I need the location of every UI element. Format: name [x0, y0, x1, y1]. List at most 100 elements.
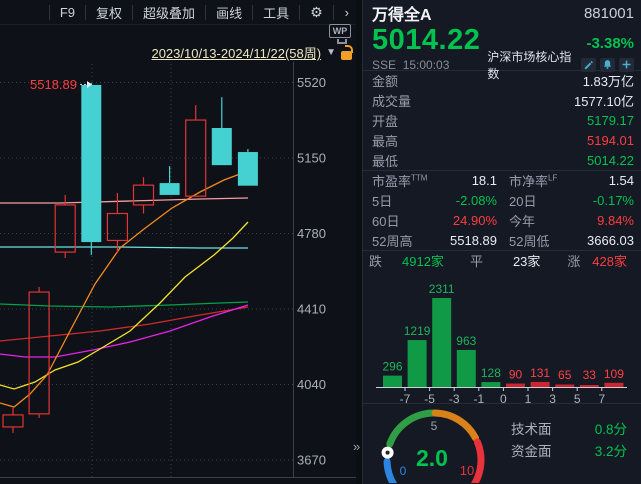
- row-value: 5014.22: [587, 152, 634, 168]
- breadth-down-count: 4912家: [402, 253, 444, 269]
- security-name: 万得全A: [372, 7, 432, 24]
- breadth-down-label: 跌: [369, 253, 383, 269]
- quote-row-low: 最低 5014.22: [363, 150, 641, 170]
- toolbar-item-f9[interactable]: F9: [59, 4, 76, 20]
- row-label: 20日: [509, 194, 537, 210]
- quote-row-amount: 金额 1.83万亿: [363, 71, 641, 91]
- toolbar-separator: [252, 4, 254, 20]
- add-plus-icon[interactable]: [619, 57, 634, 72]
- svg-text:10: 10: [460, 463, 474, 478]
- divider: [363, 403, 641, 405]
- pane-divider[interactable]: [356, 0, 363, 484]
- edit-pencil-icon[interactable]: [581, 57, 596, 72]
- row-value: 5194.01: [587, 132, 634, 148]
- svg-text:5520: 5520: [297, 75, 326, 90]
- change-distribution-histogram: 296 1219 2311 963 128 90 131 65 33 109 -7 -5 -3 -1 0 1 3…: [376, 282, 627, 403]
- alert-bell-icon[interactable]: [600, 57, 615, 72]
- collapse-panel-icon[interactable]: »: [353, 439, 361, 454]
- exchange-label: SSE: [372, 57, 397, 72]
- svg-text:33: 33: [583, 368, 597, 382]
- chart-pane: 5520 5150 4780 4410 4040 3670 5518.89 F9 复权 超级…: [0, 0, 356, 478]
- divider: [363, 70, 641, 71]
- date-range-label[interactable]: 2023/10/13-2024/11/22(58周): [151, 46, 322, 61]
- score-value: 3.2分: [594, 444, 627, 460]
- breadth-up-label: 涨: [567, 253, 581, 269]
- row-value: 1577.10亿: [574, 94, 634, 110]
- row-label: 52周高: [372, 233, 413, 249]
- svg-text:5: 5: [431, 419, 438, 433]
- market-breadth-row: 跌 4912家 平 23家 涨 428家: [363, 251, 641, 269]
- row-label: 60日: [372, 213, 400, 229]
- row-value: 5179.17: [587, 112, 634, 128]
- svg-text:128: 128: [481, 366, 501, 380]
- quote-panel: 万得全A 881001 5014.22 -3.38% SSE 15:00:03 …: [363, 0, 641, 484]
- score-label: 资金面: [511, 444, 552, 460]
- chart-toolbar: F9 复权 超级叠加 画线 工具 ⚙ ›: [0, 0, 356, 25]
- chevron-right-icon[interactable]: ›: [344, 4, 349, 20]
- row-label: 市盈率TTM: [372, 174, 428, 190]
- svg-text:1: 1: [525, 392, 532, 403]
- wp-monitor-icon[interactable]: WP: [329, 24, 351, 44]
- row-label: 成交量: [372, 94, 412, 110]
- breadth-up-count: 428家: [592, 253, 627, 269]
- svg-text:-7: -7: [400, 392, 411, 403]
- svg-text:7: 7: [598, 392, 605, 403]
- svg-text:5150: 5150: [297, 151, 326, 166]
- row-value: -0.17%: [592, 193, 634, 209]
- breadth-flat-count: 23家: [512, 253, 541, 269]
- score-label: 技术面: [511, 422, 552, 438]
- sentiment-gauge: 0 5 10 2.0: [381, 409, 485, 484]
- last-price: 5014.22: [372, 24, 481, 56]
- row-value: 24.90%: [452, 212, 497, 228]
- index-category: 沪深市场核心指数: [487, 49, 572, 81]
- row-value: 3666.03: [587, 232, 634, 248]
- svg-text:4780: 4780: [297, 226, 326, 241]
- gear-icon[interactable]: ⚙: [310, 3, 323, 20]
- row-value: 9.84%: [597, 212, 634, 228]
- svg-text:3: 3: [549, 392, 556, 403]
- quote-time: 15:00:03: [402, 57, 450, 72]
- row-label: 52周低: [509, 233, 550, 249]
- toolbar-separator: [132, 4, 134, 20]
- toolbar-item-drawline[interactable]: 画线: [216, 5, 243, 21]
- quote-row-60d-ytd: 60日 24.90% 今年 9.84%: [363, 211, 641, 231]
- svg-text:4040: 4040: [297, 377, 326, 392]
- quote-row-5d-20d: 5日 -2.08% 20日 -0.17%: [363, 191, 641, 211]
- unlock-icon[interactable]: [341, 44, 353, 60]
- row-value: 18.1: [471, 173, 497, 189]
- svg-text:1219: 1219: [404, 324, 431, 338]
- row-label: 市净率LF: [509, 174, 558, 190]
- chevron-down-icon[interactable]: ▼: [326, 47, 336, 58]
- svg-text:0: 0: [400, 464, 407, 478]
- sentiment-scores: 技术面 0.8分 资金面 3.2分: [511, 417, 627, 461]
- toolbar-separator: [299, 4, 301, 20]
- toolbar-separator: [332, 4, 334, 20]
- date-range-selector[interactable]: 2023/10/13-2024/11/22(58周) ▼: [151, 43, 353, 62]
- svg-text:2311: 2311: [429, 282, 455, 296]
- toolbar-item-adjust[interactable]: 复权: [96, 5, 123, 21]
- row-value: -2.08%: [455, 193, 497, 209]
- row-label: 开盘: [372, 113, 399, 129]
- toolbar-item-tools[interactable]: 工具: [263, 5, 290, 21]
- score-value: 0.8分: [594, 422, 627, 438]
- svg-text:109: 109: [604, 367, 624, 381]
- row-label: 5日: [372, 194, 393, 210]
- svg-text:963: 963: [456, 334, 476, 348]
- svg-text:2.0: 2.0: [416, 445, 448, 471]
- exchange-time: SSE 15:00:03: [372, 58, 449, 72]
- svg-text:131: 131: [530, 366, 550, 380]
- svg-text:5518.89: 5518.89: [30, 77, 77, 92]
- change-percent: -3.38%: [586, 35, 634, 52]
- quote-row-volume: 成交量 1577.10亿: [363, 91, 641, 111]
- score-row-technical: 技术面 0.8分: [511, 417, 627, 439]
- toolbar-separator: [205, 4, 207, 20]
- quote-row-pe-pb: 市盈率TTM 18.1 市净率LF 1.54: [363, 171, 641, 191]
- quote-row-open: 开盘 5179.17: [363, 111, 641, 131]
- breadth-flat-label: 平: [469, 253, 483, 269]
- svg-text:3670: 3670: [297, 453, 326, 468]
- divider: [363, 169, 641, 171]
- score-row-capital: 资金面 3.2分: [511, 439, 627, 461]
- toolbar-separator: [48, 4, 50, 20]
- row-label: 今年: [509, 213, 536, 229]
- toolbar-item-overlay[interactable]: 超级叠加: [143, 5, 196, 21]
